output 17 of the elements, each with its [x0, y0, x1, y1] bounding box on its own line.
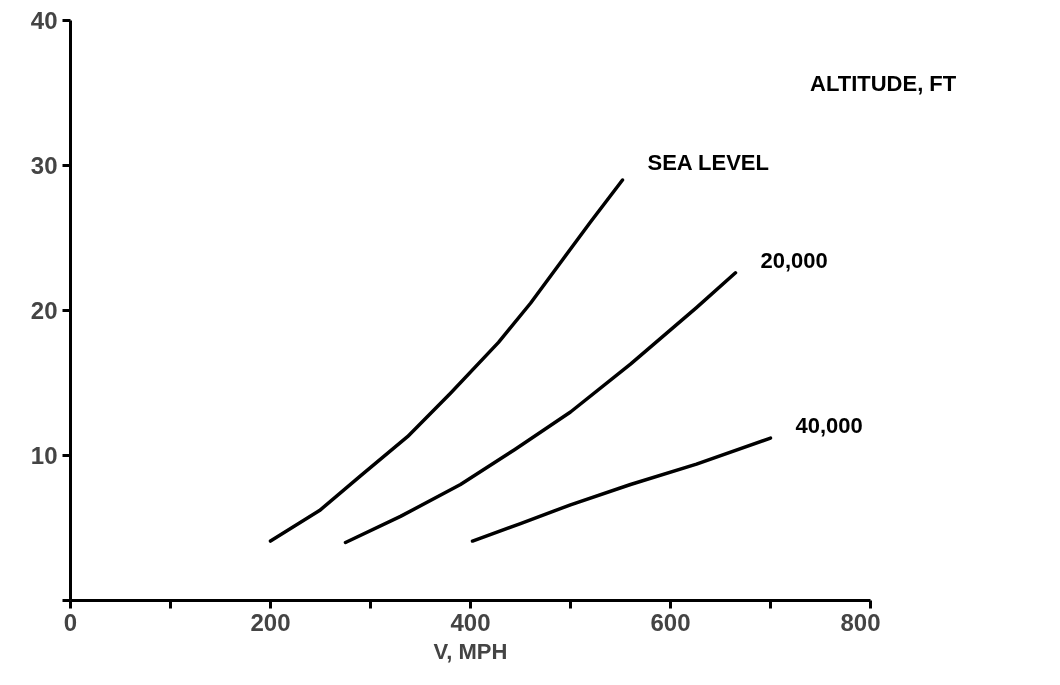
x-tick-label: 200 — [250, 608, 291, 636]
series-label: 40,000 — [795, 413, 863, 439]
series-label: SEA LEVEL — [647, 150, 769, 175]
y-tick-label: 40 — [30, 7, 58, 34]
line-series — [343, 271, 738, 545]
y-tick-label: 30 — [30, 152, 58, 179]
x-tick-label: 400 — [450, 608, 491, 636]
y-tick-label: 10 — [30, 442, 58, 469]
x-tick-label: 600 — [650, 608, 691, 636]
y-tick-label: 20 — [30, 297, 58, 324]
line-series — [268, 178, 625, 543]
x-tick-label: 800 — [840, 608, 881, 636]
line-series — [470, 436, 773, 543]
x-axis-title: V, MPH — [433, 638, 508, 664]
series-label: 20,000 — [760, 247, 828, 273]
x-tick-label: 0 — [63, 608, 78, 636]
legend-title: ALTITUDE, FT — [810, 70, 957, 98]
